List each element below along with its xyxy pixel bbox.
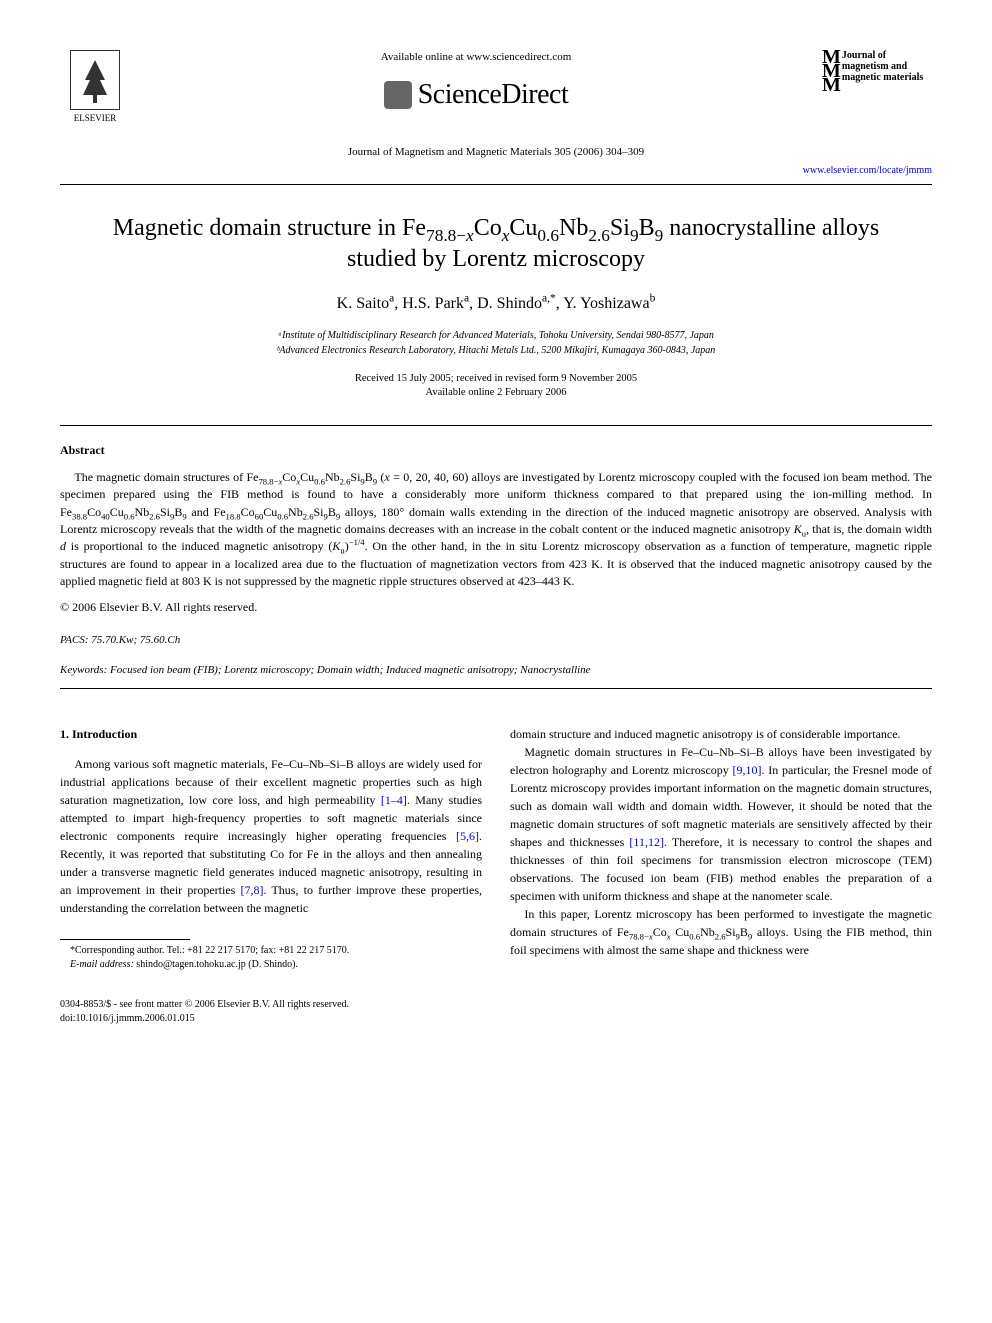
abstract-top-rule — [60, 425, 932, 426]
page-footer: 0304-8853/$ - see front matter © 2006 El… — [60, 998, 932, 1026]
platform-name: ScienceDirect — [418, 75, 569, 114]
abstract-bottom-rule — [60, 688, 932, 689]
abstract-heading: Abstract — [60, 442, 932, 459]
email-address[interactable]: shindo@tagen.tohoku.ac.jp (D. Shindo). — [136, 959, 298, 970]
received-date: Received 15 July 2005; received in revis… — [60, 372, 932, 387]
article-title: Magnetic domain structure in Fe78.8−xCox… — [80, 213, 912, 275]
keywords-line: Keywords: Focused ion beam (FIB); Lorent… — [60, 663, 932, 678]
col2-para-2: Magnetic domain structures in Fe–Cu–Nb–S… — [510, 743, 932, 905]
center-header: Available online at www.sciencedirect.co… — [130, 50, 822, 115]
journal-cover-logo: MMM Journal of magnetism and magnetic ma… — [822, 50, 932, 96]
mm-icon: MMM — [822, 50, 838, 92]
affiliations: ᵃInstitute of Multidisciplinary Research… — [60, 328, 932, 358]
pacs-label: PACS: — [60, 634, 89, 646]
top-rule — [60, 184, 932, 185]
elsevier-tree-icon — [70, 50, 120, 110]
footer-line-2: doi:10.1016/j.jmmm.2006.01.015 — [60, 1012, 932, 1026]
pacs-line: PACS: 75.70.Kw; 75.60.Ch — [60, 633, 932, 648]
col1-para-1: Among various soft magnetic materials, F… — [60, 755, 482, 917]
page-container: ELSEVIER Available online at www.science… — [0, 0, 992, 1066]
abstract-copyright: © 2006 Elsevier B.V. All rights reserved… — [60, 599, 932, 616]
keywords-label: Keywords: — [60, 664, 107, 676]
pacs-value: 75.70.Kw; 75.60.Ch — [91, 634, 180, 646]
footer-line-1: 0304-8853/$ - see front matter © 2006 El… — [60, 998, 932, 1012]
authors: K. Saitoa, H.S. Parka, D. Shindoa,*, Y. … — [60, 293, 932, 315]
footnote-separator — [60, 939, 190, 940]
email-label: E-mail address: — [70, 959, 134, 970]
available-date: Available online 2 February 2006 — [60, 386, 932, 401]
journal-reference: Journal of Magnetism and Magnetic Materi… — [60, 145, 932, 160]
available-online-text: Available online at www.sciencedirect.co… — [130, 50, 822, 65]
publisher-name: ELSEVIER — [60, 112, 130, 125]
journal-url[interactable]: www.elsevier.com/locate/jmmm — [60, 164, 932, 178]
email-footnote: E-mail address: shindo@tagen.tohoku.ac.j… — [60, 958, 482, 972]
keywords-value: Focused ion beam (FIB); Lorentz microsco… — [110, 664, 591, 676]
abstract-text: The magnetic domain structures of Fe78.8… — [60, 469, 932, 591]
journal-logo-text: Journal of magnetism and magnetic materi… — [842, 50, 932, 92]
header-row: ELSEVIER Available online at www.science… — [60, 50, 932, 125]
article-dates: Received 15 July 2005; received in revis… — [60, 372, 932, 401]
section-1-heading: 1. Introduction — [60, 725, 482, 743]
elsevier-logo: ELSEVIER — [60, 50, 130, 125]
body-columns: 1. Introduction Among various soft magne… — [60, 725, 932, 972]
sciencedirect-icon — [384, 81, 412, 109]
column-right: domain structure and induced magnetic an… — [510, 725, 932, 972]
corresponding-footnote: *Corresponding author. Tel.: +81 22 217 … — [60, 944, 482, 958]
column-left: 1. Introduction Among various soft magne… — [60, 725, 482, 972]
col2-para-1: domain structure and induced magnetic an… — [510, 725, 932, 743]
affiliation-a: ᵃInstitute of Multidisciplinary Research… — [60, 328, 932, 343]
sciencedirect-logo: ScienceDirect — [384, 75, 569, 114]
affiliation-b: ᵇAdvanced Electronics Research Laborator… — [60, 343, 932, 358]
col2-para-3: In this paper, Lorentz microscopy has be… — [510, 905, 932, 959]
